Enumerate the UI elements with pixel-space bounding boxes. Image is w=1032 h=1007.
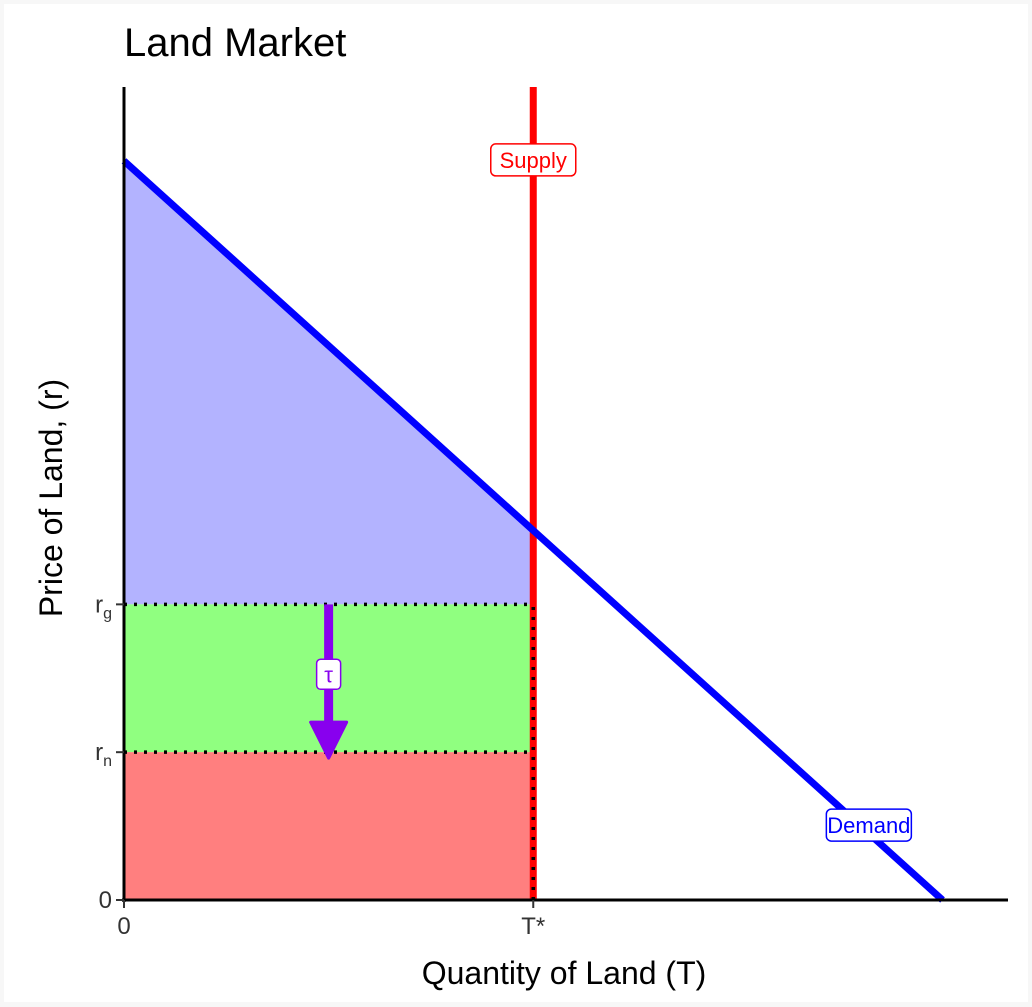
x-axis-label: Quantity of Land (T)	[422, 955, 707, 991]
y-tick-label-1: rn	[95, 739, 112, 770]
y-axis-label: Price of Land, (r)	[33, 379, 69, 617]
dotted-reference-lines	[124, 602, 536, 900]
curve-labels: Supply Demand	[490, 143, 913, 842]
tax-arrow: τ	[309, 604, 349, 760]
shaded-region-0	[124, 160, 534, 605]
land-market-chart: Land Market 0 T* 0 rn rg τ Supply Demand Quan…	[33, 21, 1008, 991]
curves	[121, 87, 945, 903]
demand-label: Demand	[827, 813, 910, 838]
demand-curve	[121, 158, 945, 903]
tax-arrow-head	[309, 720, 349, 760]
x-tick-label-0: 0	[117, 913, 130, 940]
y-tick-label-0: 0	[99, 887, 112, 914]
supply-label: Supply	[500, 148, 567, 173]
tax-label: τ	[324, 662, 333, 687]
shaded-region-2	[124, 752, 534, 900]
x-tick-label-1: T*	[521, 913, 545, 940]
demand-label-box	[825, 808, 913, 842]
supply-label-box	[490, 143, 577, 177]
chart-canvas: Land Market 0 T* 0 rn rg τ Supply Demand Quan…	[4, 4, 1028, 1002]
shaded-regions	[124, 160, 534, 900]
y-tick-label-2: rg	[95, 591, 112, 622]
tax-label-box	[315, 658, 342, 691]
chart-title: Land Market	[124, 21, 346, 65]
